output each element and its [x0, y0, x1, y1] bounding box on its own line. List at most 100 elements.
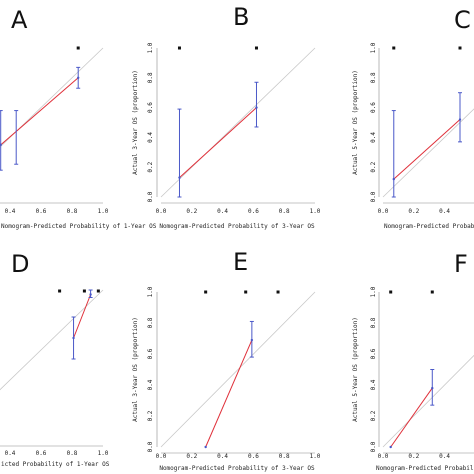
y-tick-label: 0.8: [147, 317, 154, 328]
x-axis-title: icted Probability of 1-Year OS: [1, 461, 110, 468]
ideal-diagonal-line: [382, 354, 474, 448]
x-tick-label: 0.6: [248, 453, 259, 460]
x-axis-title: Nomogram-Predicted Probability of 3-Year…: [159, 223, 315, 230]
data-point: [89, 293, 92, 296]
y-tick-label: 0.6: [147, 348, 154, 359]
data-point: [392, 177, 395, 181]
data-point: [458, 118, 462, 121]
x-tick-label: 0.2: [408, 208, 419, 215]
x-tick-label: 0.4: [439, 208, 450, 215]
rug-mark: [244, 290, 248, 294]
rug-mark: [76, 46, 80, 50]
calibration-panel-c: 0.0 0.2 0.4 0.0 0.2 0.4 0.6 0.8 1.0 Nomogram-Pred…: [352, 42, 474, 230]
panel-label-f: F: [454, 250, 468, 278]
panel-label-e: E: [233, 248, 248, 276]
calibration-panel-d: 0.4 0.6 0.8 1.0 icted Probability of 1-Year …: [0, 289, 110, 468]
x-tick-label: 0.4: [217, 208, 228, 215]
data-point: [204, 445, 207, 449]
y-axis-title: Actual 5-Year OS (proportion): [352, 317, 359, 422]
y-tick-label: 1.0: [370, 286, 377, 297]
rug-mark: [58, 289, 62, 293]
ideal-diagonal-line: [0, 289, 104, 391]
x-tick-label: 1.0: [310, 453, 321, 460]
x-axis-title: Nomogram-Predicted Probability o: [376, 465, 474, 472]
y-tick-label: 0.0: [147, 441, 154, 452]
x-tick-label: 0.0: [378, 453, 389, 460]
x-tick-label: 0.8: [279, 453, 290, 460]
calibration-panel-e: 0.0 0.2 0.4 0.6 0.8 1.0 0.0 0.2 0.4 0.6 0.8 1.0 Nomo…: [132, 286, 321, 472]
rug-mark: [254, 46, 258, 50]
calibration-line: [179, 107, 257, 178]
rug-mark: [82, 289, 86, 293]
y-tick-label: 0.0: [147, 191, 154, 202]
y-tick-label: 1.0: [147, 286, 154, 297]
y-tick-label: 0.4: [370, 132, 377, 143]
panel-label-d: D: [11, 250, 29, 278]
rug-mark: [389, 290, 393, 294]
x-tick-label: 1.0: [98, 450, 109, 457]
data-point: [389, 445, 392, 449]
y-tick-label: 0.4: [147, 132, 154, 143]
y-tick-label: 0.2: [147, 161, 154, 172]
x-tick-label: 0.4: [5, 450, 16, 457]
panel-plot: [156, 46, 316, 204]
x-tick-label: 0.4: [439, 453, 450, 460]
rug-mark: [276, 290, 280, 294]
rug-mark: [96, 289, 100, 293]
calibration-line: [393, 119, 461, 180]
x-tick-label: 0.4: [5, 208, 16, 215]
y-axis-title: Actual 3-Year OS (proportion): [132, 70, 139, 175]
data-point: [178, 176, 181, 179]
rug-mark: [177, 46, 181, 50]
calibration-panel-f: 0.0 0.2 0.4 0.0 0.2 0.4 0.6 0.8 1.0 Nomogram-Pred…: [352, 286, 474, 472]
y-tick-label: 0.2: [370, 161, 377, 172]
x-tick-label: 1.0: [310, 208, 321, 215]
data-point: [72, 336, 75, 340]
x-tick-label: 0.0: [156, 208, 167, 215]
data-point: [0, 143, 2, 147]
data-point: [250, 338, 254, 342]
calibration-panel-a: 0.4 0.6 0.8 1.0 Nomogram-Predicted Probabili…: [0, 46, 157, 230]
y-tick-label: 0.4: [370, 379, 377, 390]
x-tick-label: 0.8: [279, 208, 290, 215]
panel-plot: [0, 289, 104, 447]
x-tick-label: 0.0: [156, 453, 167, 460]
y-tick-label: 0.6: [147, 102, 154, 113]
ideal-diagonal-line: [0, 47, 104, 148]
x-tick-label: 0.2: [186, 208, 197, 215]
panel-plot: [0, 46, 104, 204]
panel-label-b: B: [233, 3, 249, 31]
y-tick-label: 0.0: [370, 441, 377, 452]
rug-mark: [392, 46, 396, 50]
x-tick-label: 0.8: [67, 208, 78, 215]
y-tick-label: 0.6: [370, 348, 377, 359]
y-tick-label: 0.4: [147, 379, 154, 390]
y-tick-label: 1.0: [370, 42, 377, 53]
x-tick-label: 1.0: [98, 208, 109, 215]
x-tick-label: 0.4: [217, 453, 228, 460]
y-tick-label: 0.6: [370, 102, 377, 113]
x-axis-title: Nomogram-Predicted Probability of: [384, 223, 474, 230]
y-tick-label: 0.8: [147, 72, 154, 83]
y-tick-label: 0.8: [370, 317, 377, 328]
y-tick-label: 1.0: [147, 42, 154, 53]
y-tick-label: 0.2: [370, 410, 377, 421]
calibration-panel-b: 0.0 0.2 0.4 0.6 0.8 1.0 0.0 0.2 0.4 0.6 0.8 1.0 Nomo…: [132, 42, 321, 230]
x-tick-label: 0.6: [36, 208, 47, 215]
y-tick-label: 0.2: [147, 410, 154, 421]
rug-mark: [458, 46, 462, 50]
x-tick-label: 0.6: [36, 450, 47, 457]
calibration-line: [73, 294, 92, 339]
panel-plot: [156, 290, 316, 454]
y-tick-label: 0.8: [370, 72, 377, 83]
panel-plot: [378, 46, 474, 204]
x-axis-title: Nomogram-Predicted Probability of 3-Year…: [159, 465, 315, 472]
data-point: [255, 106, 258, 109]
x-tick-label: 0.2: [408, 453, 419, 460]
rug-mark: [430, 290, 434, 294]
rug-mark: [204, 290, 208, 294]
calibration-line: [205, 339, 253, 448]
x-tick-label: 0.8: [67, 450, 78, 457]
panel-label-c: C: [454, 6, 471, 34]
